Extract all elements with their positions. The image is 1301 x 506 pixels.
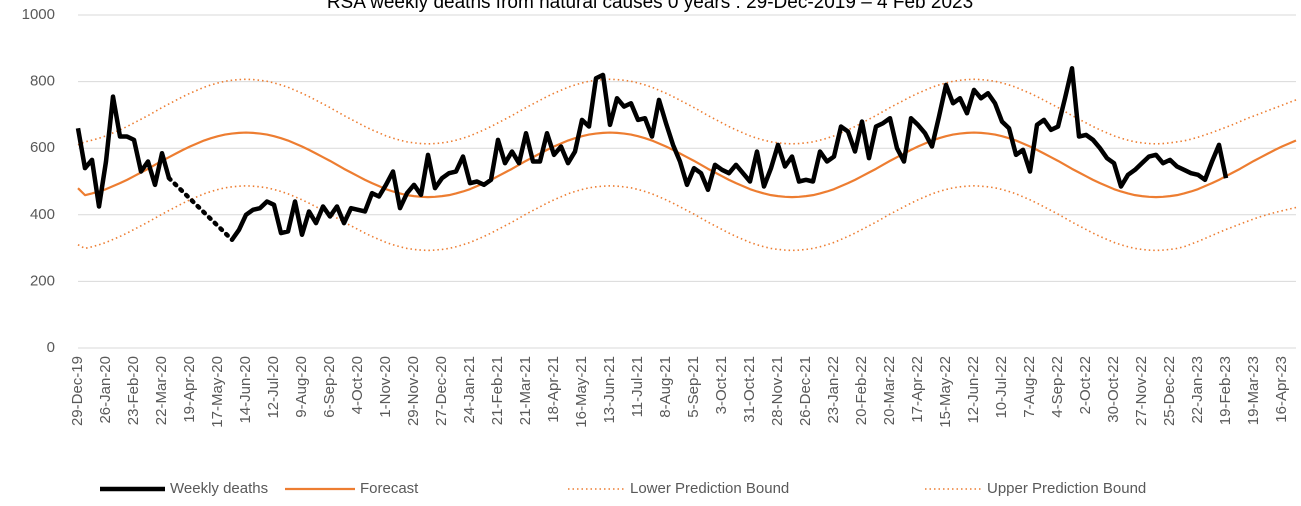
y-tick-label: 600 — [30, 139, 55, 156]
y-tick-label: 200 — [30, 272, 55, 289]
x-tick-label: 20-Mar-22 — [881, 356, 898, 425]
x-tick-label: 4-Sep-22 — [1049, 356, 1066, 418]
y-tick-label: 0 — [47, 339, 55, 356]
y-tick-label: 400 — [30, 206, 55, 223]
x-tick-label: 25-Dec-22 — [1161, 356, 1178, 426]
gap-connector — [166, 175, 235, 243]
x-tick-label: 17-May-20 — [209, 356, 226, 428]
x-tick-label: 26-Dec-21 — [797, 356, 814, 426]
y-tick-label: 1000 — [22, 6, 55, 23]
chart-title: RSA weekly deaths from natural causes 0 … — [327, 0, 973, 13]
x-tick-label: 5-Sep-21 — [685, 356, 702, 418]
legend-label: Weekly deaths — [170, 480, 268, 497]
x-tick-label: 10-Jul-22 — [993, 356, 1010, 419]
legend-label: Upper Prediction Bound — [987, 480, 1146, 497]
x-tick-label: 6-Sep-20 — [321, 356, 338, 418]
x-tick-label: 27-Nov-22 — [1133, 356, 1150, 426]
x-tick-label: 11-Jul-21 — [629, 356, 646, 417]
x-tick-label: 16-May-21 — [573, 356, 590, 428]
x-tick-label: 21-Mar-21 — [517, 356, 534, 425]
x-tick-label: 21-Feb-21 — [489, 356, 506, 425]
x-tick-label: 27-Dec-20 — [433, 356, 450, 426]
x-tick-label: 9-Aug-20 — [293, 356, 310, 418]
x-tick-label: 2-Oct-22 — [1077, 356, 1094, 414]
x-tick-label: 17-Apr-22 — [909, 356, 926, 423]
x-tick-label: 16-Apr-23 — [1273, 356, 1290, 423]
x-tick-label: 14-Jun-20 — [237, 356, 254, 424]
x-tick-label: 29-Nov-20 — [405, 356, 422, 426]
y-tick-label: 800 — [30, 73, 55, 90]
x-tick-label: 8-Aug-21 — [657, 356, 674, 418]
x-tick-label: 22-Mar-20 — [153, 356, 170, 425]
series-line — [77, 131, 1297, 199]
x-tick-label: 19-Apr-20 — [181, 356, 198, 423]
x-tick-label: 29-Dec-19 — [69, 356, 86, 426]
x-tick-label: 12-Jun-22 — [965, 356, 982, 424]
x-tick-label: 22-Jan-23 — [1189, 356, 1206, 424]
x-tick-label: 3-Oct-21 — [713, 356, 730, 414]
legend-label: Forecast — [360, 480, 419, 497]
x-tick-label: 23-Jan-22 — [825, 356, 842, 424]
legend-label: Lower Prediction Bound — [630, 480, 789, 497]
x-tick-label: 18-Apr-21 — [545, 356, 562, 423]
x-tick-label: 7-Aug-22 — [1021, 356, 1038, 418]
x-tick-label: 12-Jul-20 — [265, 356, 282, 419]
x-tick-label: 28-Nov-21 — [769, 356, 786, 426]
x-tick-label: 24-Jan-21 — [461, 356, 478, 424]
x-tick-label: 19-Mar-23 — [1245, 356, 1262, 425]
x-tick-label: 26-Jan-20 — [97, 356, 114, 424]
x-tick-label: 31-Oct-21 — [741, 356, 758, 423]
x-tick-label: 20-Feb-22 — [853, 356, 870, 425]
x-tick-label: 30-Oct-22 — [1105, 356, 1122, 423]
series-line — [75, 66, 1229, 242]
x-tick-label: 15-May-22 — [937, 356, 954, 428]
x-tick-label: 4-Oct-20 — [349, 356, 366, 414]
x-tick-label: 13-Jun-21 — [601, 356, 618, 424]
series-line — [77, 78, 1297, 146]
x-tick-label: 1-Nov-20 — [377, 356, 394, 418]
x-tick-label: 19-Feb-23 — [1217, 356, 1234, 425]
series-line — [77, 185, 1297, 252]
x-tick-label: 23-Feb-20 — [125, 356, 142, 425]
